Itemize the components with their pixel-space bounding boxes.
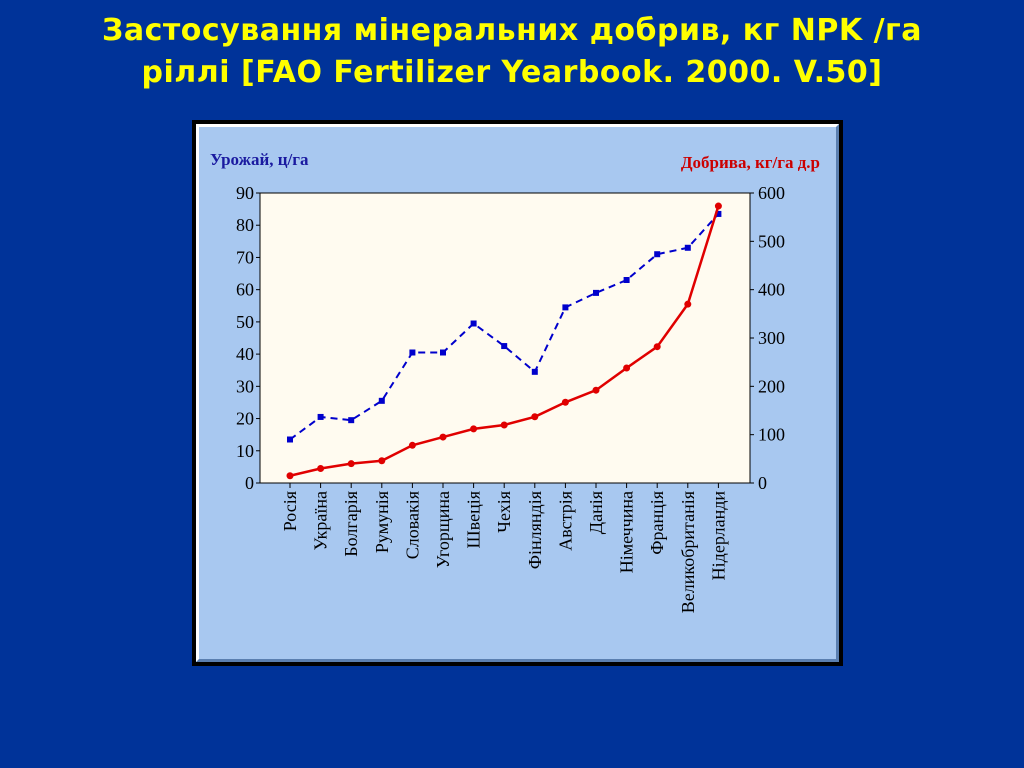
series-2-point <box>500 421 508 429</box>
series-2-point <box>684 300 692 308</box>
series-1-point <box>287 436 293 443</box>
x-tick-label: Угорщина <box>433 491 453 568</box>
slide-title: Застосування мінеральних добрив, кг NPK … <box>0 10 1024 94</box>
y-left-tick-label: 50 <box>236 312 254 332</box>
series-2-point <box>531 413 539 421</box>
series-1-point <box>654 251 661 258</box>
series-1-point <box>531 368 538 375</box>
x-tick-label: Україна <box>311 491 331 551</box>
y-left-tick-label: 30 <box>236 376 254 396</box>
x-tick-label: Німеччина <box>617 491 637 573</box>
series-2-point <box>317 465 325 472</box>
series-2-point <box>439 433 447 441</box>
series-1-point <box>684 244 691 251</box>
x-tick-label: Чехія <box>494 491 514 533</box>
series-2-point <box>623 364 631 372</box>
y-left-tick-label: 40 <box>236 344 254 364</box>
y-left-tick-label: 0 <box>245 473 254 493</box>
y-left-tick-label: 20 <box>236 409 254 429</box>
x-tick-label: Швеція <box>464 491 484 548</box>
series-2-point <box>470 425 478 433</box>
y-right-tick-label: 600 <box>758 183 785 203</box>
series-2-point <box>378 457 386 465</box>
chart-panel: 0 10 20 30 40 50 60 70 80 90 0 100 200 300 400 500 600 Ро… <box>196 124 839 662</box>
series-1-point <box>715 210 722 217</box>
series-1-point <box>317 413 324 420</box>
y-right-tick-label: 400 <box>758 280 785 300</box>
y-left-tick-label: 10 <box>236 441 254 461</box>
x-tick-label: Словакія <box>402 491 422 559</box>
series-1-point <box>501 343 508 350</box>
x-tick-label: Данія <box>586 491 606 534</box>
x-tick-label: Нідерланди <box>708 491 728 581</box>
x-tick-label: Франція <box>647 491 667 555</box>
y-left-tick-label: 70 <box>236 247 254 267</box>
series-1-point <box>593 289 599 296</box>
series-2-point <box>286 472 294 480</box>
y-right-tick-label: 200 <box>758 376 785 396</box>
series-1-point <box>470 320 477 327</box>
y-left-tick-label: 80 <box>236 215 254 235</box>
y-left-tick-label: 90 <box>236 183 254 203</box>
y-right-tick-label: 300 <box>758 328 785 348</box>
slide-title-line1: Застосування мінеральних добрив, кг NPK … <box>102 13 922 48</box>
x-tick-label: Болгарія <box>341 491 361 557</box>
x-tick-label: Румунія <box>372 491 392 553</box>
series-2-point <box>714 202 722 210</box>
series-1-point <box>562 304 569 311</box>
y-right-tick-label: 500 <box>758 231 785 251</box>
series-1-point <box>440 349 446 356</box>
series-1-point <box>378 397 385 404</box>
series-1-point <box>409 349 416 356</box>
series-2-point <box>408 441 416 449</box>
series-2-point <box>561 398 569 406</box>
x-tick-label: Великобританія <box>678 491 698 613</box>
x-tick-label: Фінляндія <box>525 491 545 569</box>
x-tick-label: Австрія <box>555 491 575 551</box>
y-right-axis-title: Добрива, кг/га д.р <box>681 153 820 172</box>
series-1-point <box>348 417 355 424</box>
plot-area <box>259 192 751 484</box>
series-2-point <box>653 343 661 351</box>
y-left-axis-title: Урожай, ц/га <box>210 150 309 169</box>
y-right-tick-label: 100 <box>758 425 785 445</box>
series-1-point <box>623 277 630 283</box>
slide-title-line2: ріллі [FAO Fertilizer Yearbook. 2000. V.… <box>141 55 883 90</box>
series-2-point <box>592 386 600 394</box>
y-left-tick-label: 60 <box>236 280 254 300</box>
y-right-tick-label: 0 <box>758 473 767 493</box>
x-tick-label: Росія <box>280 491 300 531</box>
series-2-point <box>347 460 355 468</box>
chart-frame: 0 10 20 30 40 50 60 70 80 90 0 100 200 300 400 500 600 Ро… <box>192 120 843 666</box>
chart: 0 10 20 30 40 50 60 70 80 90 0 100 200 300 400 500 600 Ро… <box>210 150 820 613</box>
